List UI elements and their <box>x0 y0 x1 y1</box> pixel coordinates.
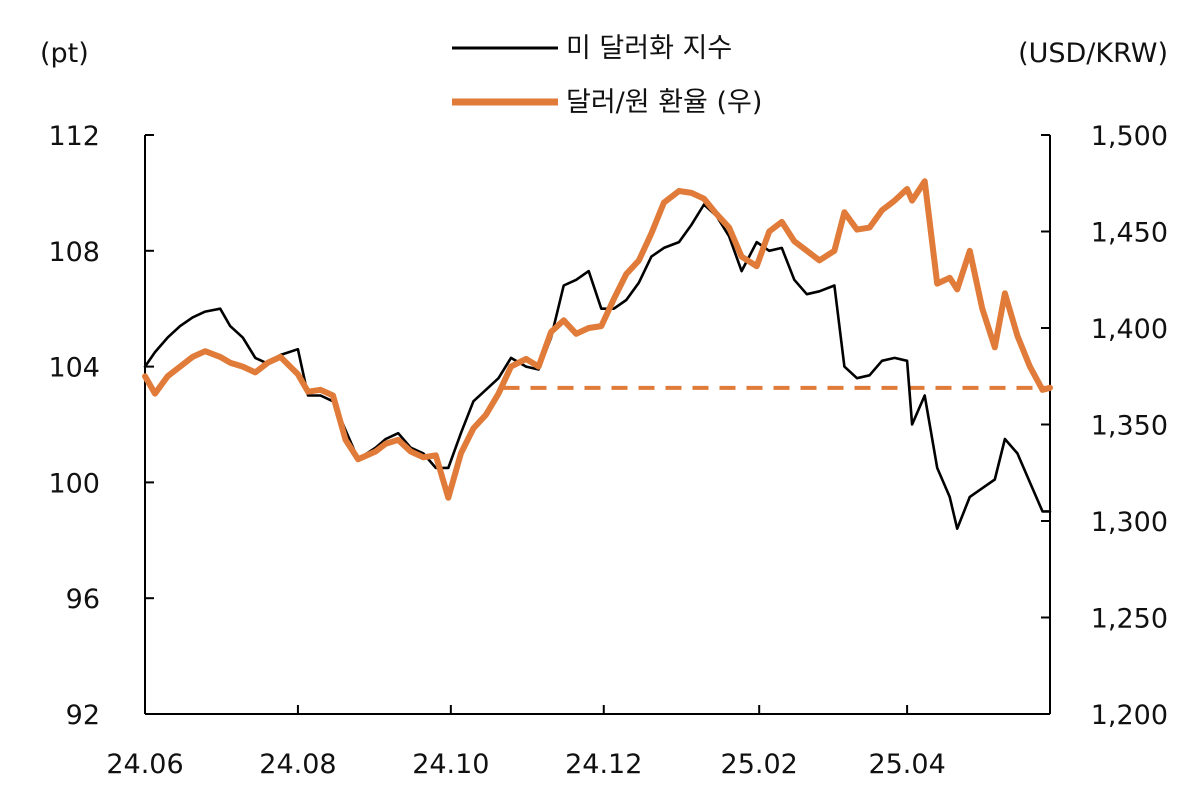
x-tick-label: 24.12 <box>565 749 642 780</box>
x-tick-label: 25.02 <box>721 749 798 780</box>
x-tick-label: 24.06 <box>106 749 183 780</box>
x-tick-label: 24.10 <box>412 749 489 780</box>
legend-label-dollar-index: 미 달러화 지수 <box>566 33 732 64</box>
left-tick-label: 96 <box>66 584 100 615</box>
left-tick-label: 92 <box>66 700 100 731</box>
right-tick-label: 1,200 <box>1091 700 1168 731</box>
right-tick-label: 1,500 <box>1091 121 1168 152</box>
legend: 미 달러화 지수 달러/원 환율 (우) <box>452 33 762 118</box>
right-tick-label: 1,400 <box>1091 314 1168 345</box>
left-tick-label: 108 <box>48 237 100 268</box>
plot-series <box>142 178 1053 531</box>
left-tick-label: 104 <box>48 353 100 384</box>
left-axis-unit: (pt) <box>40 38 89 69</box>
left-y-ticks: 112 108 104 100 96 92 <box>48 121 154 731</box>
series-line-usdkrw <box>142 178 1053 501</box>
left-tick-label: 100 <box>48 468 100 499</box>
right-axis-unit: (USD/KRW) <box>1018 38 1168 69</box>
right-tick-label: 1,450 <box>1091 218 1168 249</box>
right-tick-label: 1,350 <box>1091 411 1168 442</box>
right-tick-label: 1,250 <box>1091 604 1168 635</box>
left-tick-label: 112 <box>48 121 100 152</box>
right-tick-label: 1,300 <box>1091 507 1168 538</box>
x-tick-label: 24.08 <box>259 749 336 780</box>
legend-label-usdkrw: 달러/원 환율 (우) <box>566 87 762 118</box>
right-y-ticks: 1,500 1,450 1,400 1,350 1,300 1,250 1,200 <box>1041 121 1168 731</box>
x-ticks: 24.06 24.08 24.10 24.12 25.02 25.04 <box>106 705 946 780</box>
x-tick-label: 25.04 <box>868 749 945 780</box>
